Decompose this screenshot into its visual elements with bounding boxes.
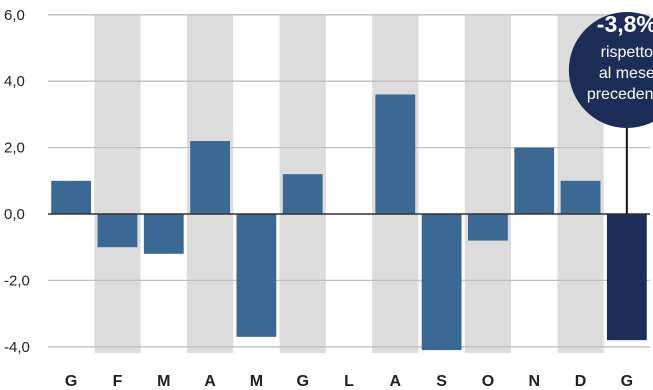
y-axis-ticks: 6,0 4,0 2,0 0,0 -2,0 -4,0 bbox=[4, 7, 30, 356]
x-tick-label: D bbox=[575, 373, 587, 390]
x-tick-label: G bbox=[621, 373, 633, 390]
annotation-circle bbox=[568, 12, 653, 128]
bar-2 bbox=[143, 214, 184, 254]
band-1 bbox=[94, 14, 141, 354]
x-tick-label: S bbox=[436, 373, 447, 390]
bar-1 bbox=[97, 214, 138, 248]
y-tick-label: 0,0 bbox=[4, 206, 25, 223]
bar-10 bbox=[514, 147, 555, 214]
annotation-line-1: rispetto bbox=[601, 44, 653, 61]
bar-7 bbox=[375, 94, 416, 214]
y-tick-label: 4,0 bbox=[4, 73, 25, 90]
bar-0 bbox=[51, 180, 92, 214]
bars bbox=[51, 94, 647, 351]
x-tick-label: O bbox=[482, 373, 494, 390]
annotation-line-2: al mese bbox=[599, 65, 653, 82]
y-tick-label: -4,0 bbox=[4, 339, 30, 356]
annotation-line-3: precedente bbox=[587, 86, 653, 103]
y-tick-label: 2,0 bbox=[4, 140, 25, 157]
annotation-badge: -3,8% rispetto al mese precedente bbox=[568, 11, 653, 214]
bar-11 bbox=[560, 180, 601, 214]
bar-9 bbox=[468, 214, 508, 241]
annotation-value: -3,8% bbox=[597, 11, 653, 37]
y-tick-label: 6,0 bbox=[4, 7, 25, 24]
band-9 bbox=[464, 14, 512, 354]
bar-4 bbox=[236, 214, 277, 337]
gridlines bbox=[48, 14, 650, 348]
bar-12 bbox=[606, 214, 647, 341]
x-tick-label: F bbox=[113, 373, 123, 390]
x-tick-label: M bbox=[250, 373, 263, 390]
x-tick-label: A bbox=[390, 373, 402, 390]
x-tick-label: M bbox=[157, 373, 170, 390]
bar-5 bbox=[282, 174, 323, 214]
x-tick-label: G bbox=[65, 373, 77, 390]
y-tick-label: -2,0 bbox=[4, 272, 30, 289]
x-tick-label: A bbox=[204, 373, 216, 390]
x-tick-label: L bbox=[344, 373, 354, 390]
x-tick-label: N bbox=[528, 373, 540, 390]
bar-3 bbox=[190, 140, 230, 214]
x-tick-label: G bbox=[296, 373, 308, 390]
bar-8 bbox=[421, 214, 462, 351]
